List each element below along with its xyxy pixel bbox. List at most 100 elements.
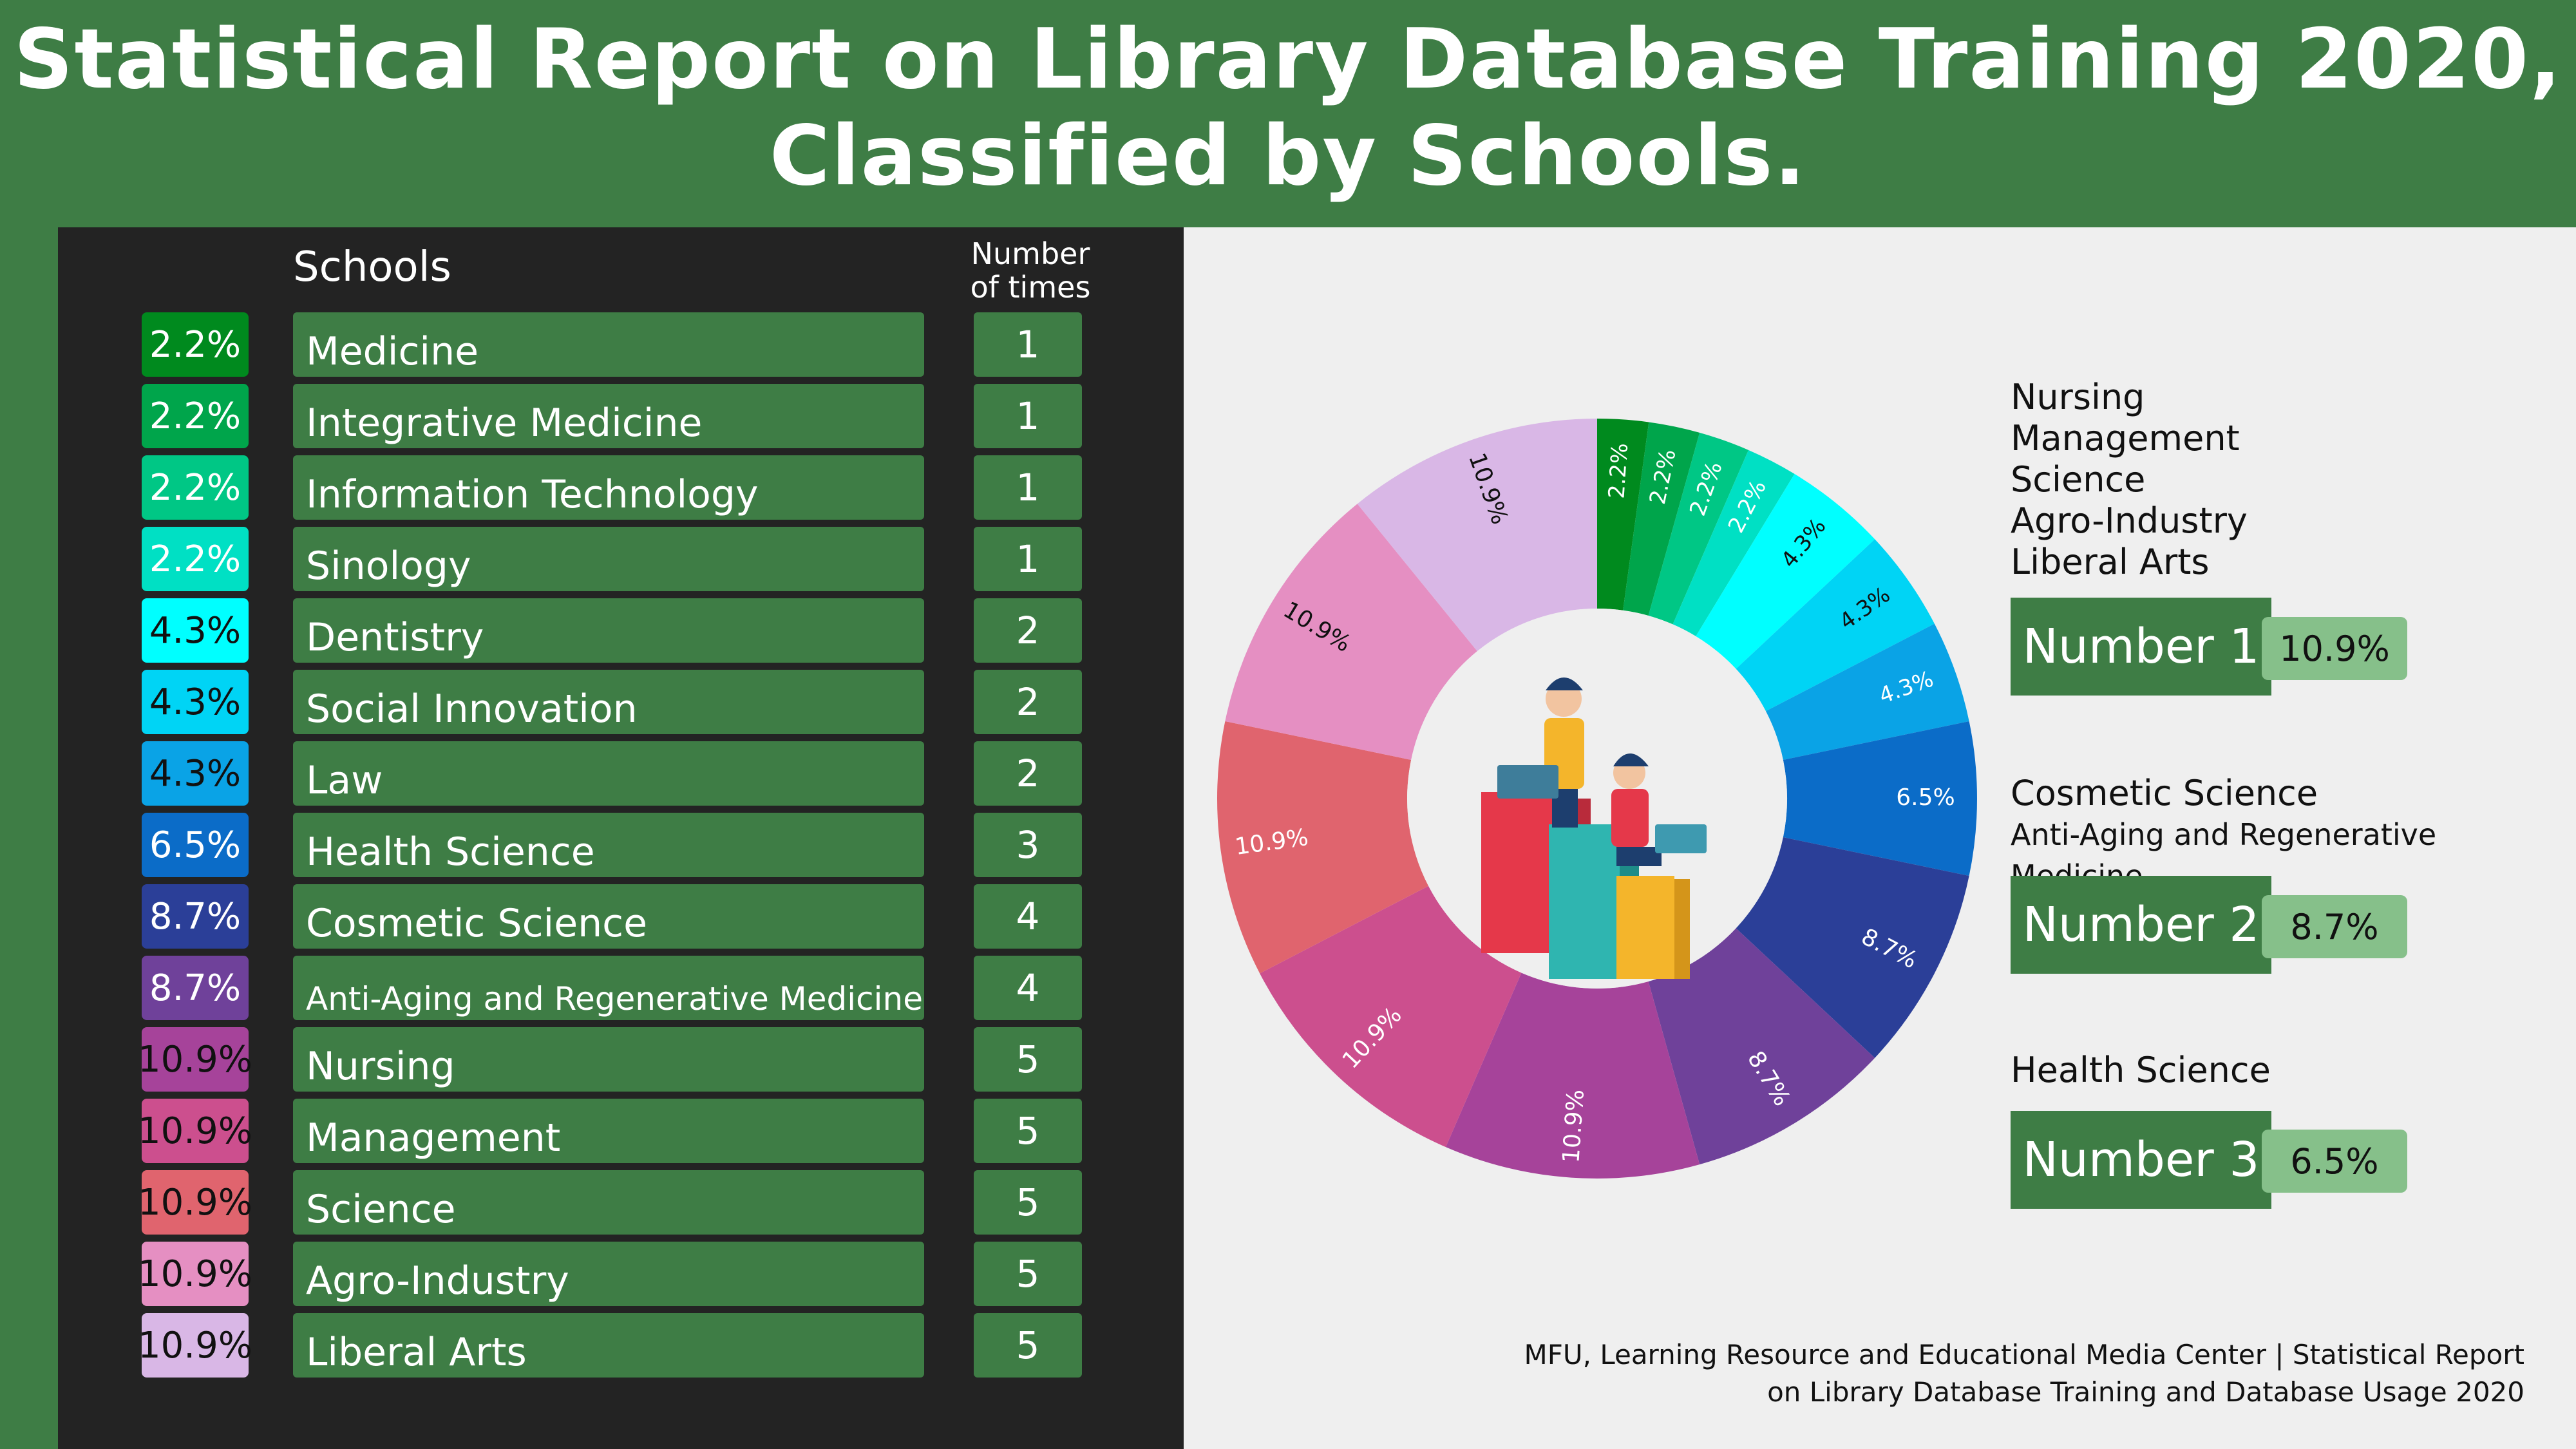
table-row: 10.9% Nursing 5 (0, 1027, 1184, 1092)
school-name: Agro-Industry (293, 1242, 924, 1306)
percent-badge: 4.3% (142, 670, 249, 734)
donut-slice (1736, 837, 1969, 1058)
donut-slice (1623, 422, 1700, 616)
table-row: 2.2% Sinology 1 (0, 527, 1184, 591)
slice-label: 10.9% (1558, 1088, 1589, 1164)
training-count: 3 (974, 813, 1082, 877)
training-count: 5 (974, 1242, 1082, 1306)
training-count: 5 (974, 1313, 1082, 1378)
percent-badge: 2.2% (142, 312, 249, 377)
rank-3-schools: Health Science (2011, 1050, 2271, 1091)
donut-slice (1217, 721, 1429, 974)
people-with-laptops-illustration (1481, 677, 1707, 979)
school-name: Liberal Arts (293, 1313, 924, 1378)
table-row: 2.2% Medicine 1 (0, 312, 1184, 377)
percent-badge: 8.7% (142, 884, 249, 949)
school-name: Management (293, 1099, 924, 1163)
title-line-2: Classified by Schools. (769, 108, 1807, 204)
percent-badge: 10.9% (138, 1170, 252, 1235)
footer-line-2: on Library Database Training and Databas… (1767, 1376, 2524, 1408)
rank-2-label: Number 2 (2011, 876, 2271, 974)
table-row: 8.7% Cosmetic Science 4 (0, 884, 1184, 949)
percent-badge: 2.2% (142, 455, 249, 520)
training-count: 4 (974, 956, 1082, 1020)
percent-badge: 2.2% (142, 384, 249, 448)
percent-badge: 6.5% (142, 813, 249, 877)
training-count: 5 (974, 1027, 1082, 1092)
donut-chart: 2.2% 2.2% 2.2%2.2%4.3%4.3%4.3%6.5%8.7%8.7%… (1217, 419, 1977, 1179)
table-row: 4.3% Law 2 (0, 741, 1184, 806)
training-count: 5 (974, 1099, 1082, 1163)
school-name: Medicine (293, 312, 924, 377)
table-row: 10.9% Agro-Industry 5 (0, 1242, 1184, 1306)
percent-badge: 8.7% (142, 956, 249, 1020)
school-name: Anti-Aging and Regenerative Medicine (293, 956, 924, 1020)
percent-badge: 10.9% (138, 1099, 252, 1163)
percent-badge: 4.3% (142, 598, 249, 663)
rank-1-school: Nursing (2011, 377, 2145, 417)
training-count: 2 (974, 670, 1082, 734)
donut-slice (1597, 419, 1649, 611)
school-name: Nursing (293, 1027, 924, 1092)
slice-label: 6.5% (1896, 784, 1955, 811)
percent-badge: 2.2% (142, 527, 249, 591)
table-row: 6.5% Health Science 3 (0, 813, 1184, 877)
training-count: 1 (974, 312, 1082, 377)
table-row: 8.7% Anti-Aging and Regenerative Medicine… (0, 956, 1184, 1020)
rank-2-percent: 8.7% (2262, 895, 2407, 958)
rank-3-school: Health Science (2011, 1050, 2271, 1090)
school-name: Cosmetic Science (293, 884, 924, 949)
school-name: Sinology (293, 527, 924, 591)
page-title: Statistical Report on Library Database T… (0, 12, 2576, 205)
donut-slice (1445, 972, 1700, 1179)
donut-slice (1765, 623, 1969, 760)
table-row: 10.9% Science 5 (0, 1170, 1184, 1235)
title-line-1: Statistical Report on Library Database T… (14, 12, 2562, 108)
schools-header: Schools (293, 243, 451, 291)
percent-badge: 10.9% (138, 1027, 252, 1092)
training-count: 2 (974, 598, 1082, 663)
donut-slice (1672, 450, 1795, 636)
school-name: Integrative Medicine (293, 384, 924, 448)
rank-3-percent: 6.5% (2262, 1130, 2407, 1193)
table-row: 2.2% Integrative Medicine 1 (0, 384, 1184, 448)
table-row: 4.3% Social Innovation 2 (0, 670, 1184, 734)
rank-1-label: Number 1 (2011, 598, 2271, 696)
rank-1-school: Agro-Industry (2011, 500, 2248, 541)
training-count: 1 (974, 384, 1082, 448)
source-footer: MFU, Learning Resource and Educational M… (1524, 1336, 2524, 1411)
training-count: 2 (974, 741, 1082, 806)
table-row: 10.9% Liberal Arts 5 (0, 1313, 1184, 1378)
school-name: Science (293, 1170, 924, 1235)
table-row: 10.9% Management 5 (0, 1099, 1184, 1163)
rank-1-school: Management (2011, 418, 2240, 459)
rank-1-percent: 10.9% (2262, 617, 2407, 680)
number-header-line-2: of times (970, 270, 1091, 305)
rank-1-school: Science (2011, 459, 2146, 500)
donut-slice (1648, 432, 1749, 625)
rank-2-school: Cosmetic Science (2011, 773, 2318, 813)
donut-slice (1648, 928, 1875, 1165)
training-count: 5 (974, 1170, 1082, 1235)
training-count: 4 (974, 884, 1082, 949)
number-of-times-header: Number of times (947, 237, 1114, 304)
donut-slice (1736, 539, 1935, 712)
school-name: Health Science (293, 813, 924, 877)
donut-slice (1260, 886, 1522, 1148)
rank-1-school: Liberal Arts (2011, 542, 2210, 582)
table-row: 4.3% Dentistry 2 (0, 598, 1184, 663)
percent-badge: 10.9% (138, 1313, 252, 1378)
donut-slice (1225, 504, 1477, 760)
rank-3-label: Number 3 (2011, 1111, 2271, 1209)
slice-label: 2.2% (1604, 442, 1633, 500)
school-name: Social Innovation (293, 670, 924, 734)
percent-badge: 10.9% (138, 1242, 252, 1306)
rank-1-schools: Nursing Management Science Agro-Industry… (2011, 377, 2248, 583)
donut-slice (1357, 419, 1597, 652)
donut-slice (1783, 721, 1977, 876)
training-count: 1 (974, 455, 1082, 520)
footer-line-1: MFU, Learning Resource and Educational M… (1524, 1339, 2524, 1370)
school-name: Law (293, 741, 924, 806)
school-name: Dentistry (293, 598, 924, 663)
school-name: Information Technology (293, 455, 924, 520)
